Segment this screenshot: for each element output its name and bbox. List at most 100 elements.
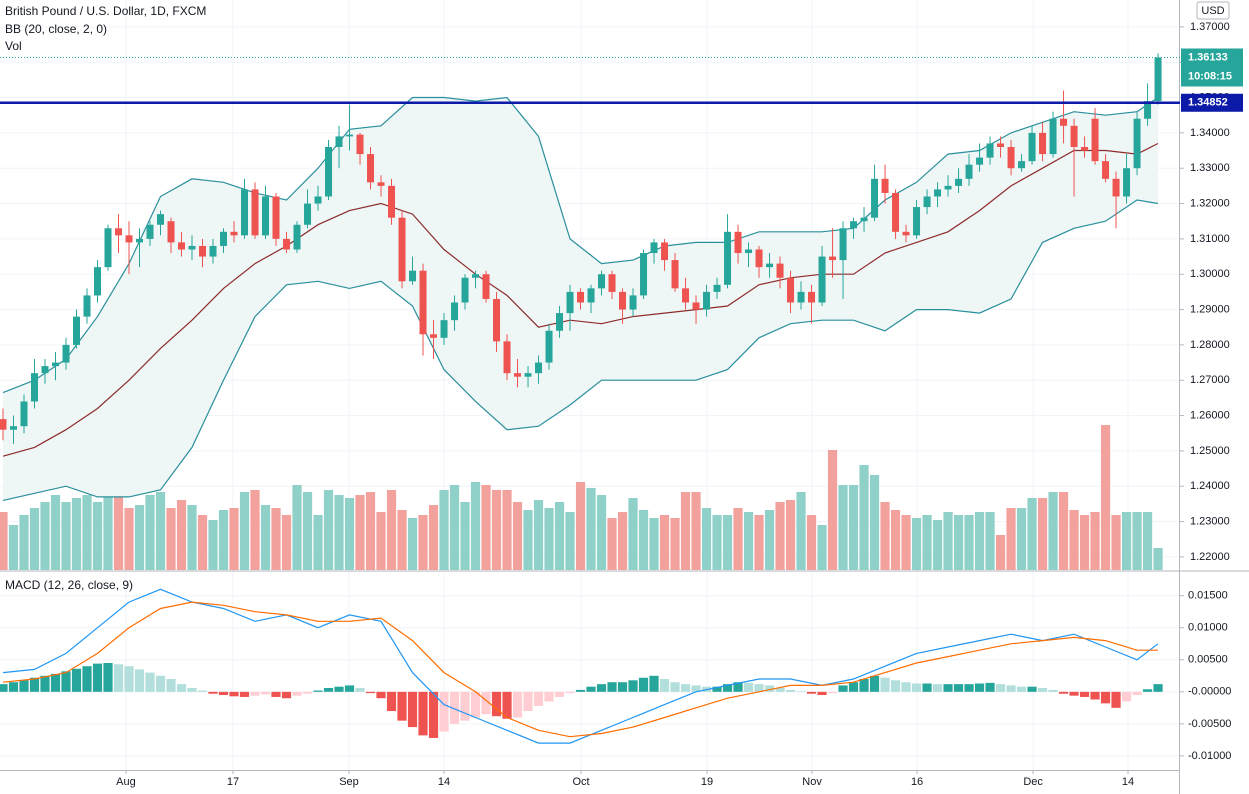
x-tick-label: Nov [802, 776, 822, 788]
volume-bar [124, 508, 134, 570]
volume-bar [113, 490, 124, 570]
volume-bar [134, 505, 145, 570]
candle-body [1007, 147, 1015, 169]
histogram-bar [1142, 689, 1153, 692]
candle-body [83, 295, 91, 317]
histogram-bar [1079, 691, 1090, 697]
histogram-bar [40, 675, 50, 692]
volume-bar [218, 510, 229, 570]
histogram-bar [1027, 686, 1037, 692]
candle-body [188, 245, 196, 250]
volume-bar [187, 505, 197, 570]
candle-body [976, 157, 984, 165]
histogram-bar [743, 682, 754, 692]
volume-bar [901, 515, 911, 570]
candle-body [1081, 147, 1089, 151]
candle-body [125, 235, 133, 243]
volume-bar [691, 492, 701, 570]
candle-body [209, 245, 217, 257]
candle-body [325, 147, 333, 197]
histogram-bar [166, 679, 176, 692]
histogram-bar [733, 682, 743, 692]
candle-body [1102, 161, 1110, 179]
histogram-bar [1016, 686, 1027, 692]
volume-bar [670, 518, 680, 570]
volume-bar [386, 490, 397, 570]
candle-body [829, 256, 837, 261]
volume-bar [659, 515, 670, 570]
indicator-label: Vol [5, 39, 22, 53]
y-tick-label: 1.30000 [1190, 268, 1230, 280]
histogram-bar [218, 691, 229, 696]
volume-bar [701, 508, 712, 570]
candle-body [1123, 168, 1131, 197]
volume-bar [302, 492, 313, 570]
histogram-bar [806, 691, 817, 694]
histogram-bar [281, 691, 292, 699]
histogram-bar [418, 691, 428, 736]
volume-bar [449, 485, 460, 570]
histogram-bar [932, 684, 943, 692]
volume-bar [964, 515, 974, 570]
volume-bar [428, 505, 439, 570]
volume-bar [50, 495, 61, 570]
volume-bar [607, 518, 617, 570]
histogram-bar [134, 669, 145, 692]
volume-layer [0, 425, 1163, 570]
volume-bar [71, 498, 82, 570]
volume-bar [355, 495, 365, 570]
hline-label-box [1181, 93, 1243, 112]
histogram-bar [19, 680, 29, 692]
volume-bar [533, 500, 544, 570]
volume-bar [565, 512, 575, 570]
candle-body [713, 284, 721, 292]
candle-body [20, 401, 28, 427]
candle-body [52, 362, 60, 367]
histogram-bar [754, 684, 764, 692]
candle-body [524, 373, 532, 377]
candle-body [230, 231, 238, 236]
histogram-bar [943, 684, 953, 692]
candle-body [535, 362, 543, 374]
volume-bar [1111, 515, 1121, 570]
candle-body [115, 228, 123, 236]
volume-bar [92, 502, 103, 570]
chart-title: British Pound / U.S. Dollar, 1D, FXCM [5, 4, 206, 18]
histogram-bar [628, 680, 638, 692]
volume-bar [743, 512, 754, 570]
volume-bar [1048, 492, 1058, 570]
histogram-bar [407, 691, 418, 728]
signal-line [2, 601, 1158, 738]
volume-bar [176, 500, 187, 570]
histogram-bar [1006, 685, 1016, 692]
volume-bar [995, 535, 1006, 570]
histogram-bar [659, 679, 670, 692]
histogram-bar [775, 687, 785, 692]
histogram-bar [302, 691, 313, 694]
candle-body [661, 242, 669, 261]
volume-bar [407, 518, 418, 570]
candle-body [965, 164, 973, 179]
volume-bar [848, 485, 859, 570]
currency-box[interactable] [1196, 1, 1230, 20]
currency-label[interactable]: USD [1201, 5, 1224, 17]
y-tick-label: 0.00500 [1188, 654, 1228, 666]
volume-bar [754, 515, 764, 570]
histogram-bar [848, 682, 859, 692]
histogram-bar [292, 691, 302, 696]
volume-bar [197, 515, 208, 570]
y-tick-label: -0.00000 [1188, 686, 1231, 698]
y-tick-label: -0.01000 [1188, 750, 1231, 762]
volume-bar [502, 490, 512, 570]
y-tick-label: 1.29000 [1190, 303, 1230, 315]
candle-body [167, 221, 175, 243]
candle-body [944, 185, 952, 190]
histogram-bar [92, 663, 103, 692]
histogram-bar [113, 664, 124, 692]
volume-bar [8, 525, 19, 570]
candle-body [1144, 101, 1152, 119]
volume-bar [491, 490, 502, 570]
volume-bar [1069, 510, 1079, 570]
volume-bar [796, 492, 806, 570]
